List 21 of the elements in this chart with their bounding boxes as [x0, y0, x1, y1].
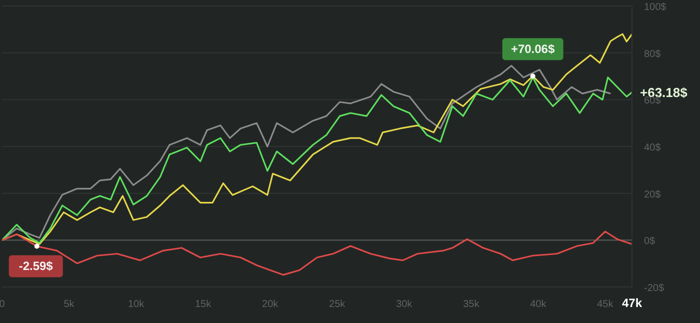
x-tick-label: 40k: [530, 299, 548, 310]
y-tick-label: 40$: [644, 142, 662, 154]
x-tick-label: 25k: [329, 299, 346, 310]
x-tick-label: 15k: [195, 299, 212, 310]
x-tick-label: 20k: [262, 299, 280, 310]
annotation: +70.06$: [510, 42, 555, 56]
x-tick-label: 5k: [64, 299, 76, 310]
y-tick-label: 60$: [644, 96, 662, 107]
y-tick-label: 80$: [644, 48, 662, 60]
x-tick-label: 35k: [463, 299, 480, 310]
x-tick-label: 45k: [597, 299, 614, 310]
x-tick-label: 30k: [396, 299, 414, 310]
y-tick-label: -20$: [644, 283, 664, 294]
x-tick-label: 0: [0, 299, 6, 310]
y-tick-label: 0$: [644, 236, 656, 248]
x-tick-label: 47k: [622, 296, 642, 310]
x-tick-label: 10k: [128, 299, 146, 310]
y-tick-label: 20$: [644, 189, 662, 200]
annotation: -2.59$: [18, 259, 54, 274]
y-tick-label: 100$: [644, 2, 667, 13]
line-series: [2, 230, 632, 276]
